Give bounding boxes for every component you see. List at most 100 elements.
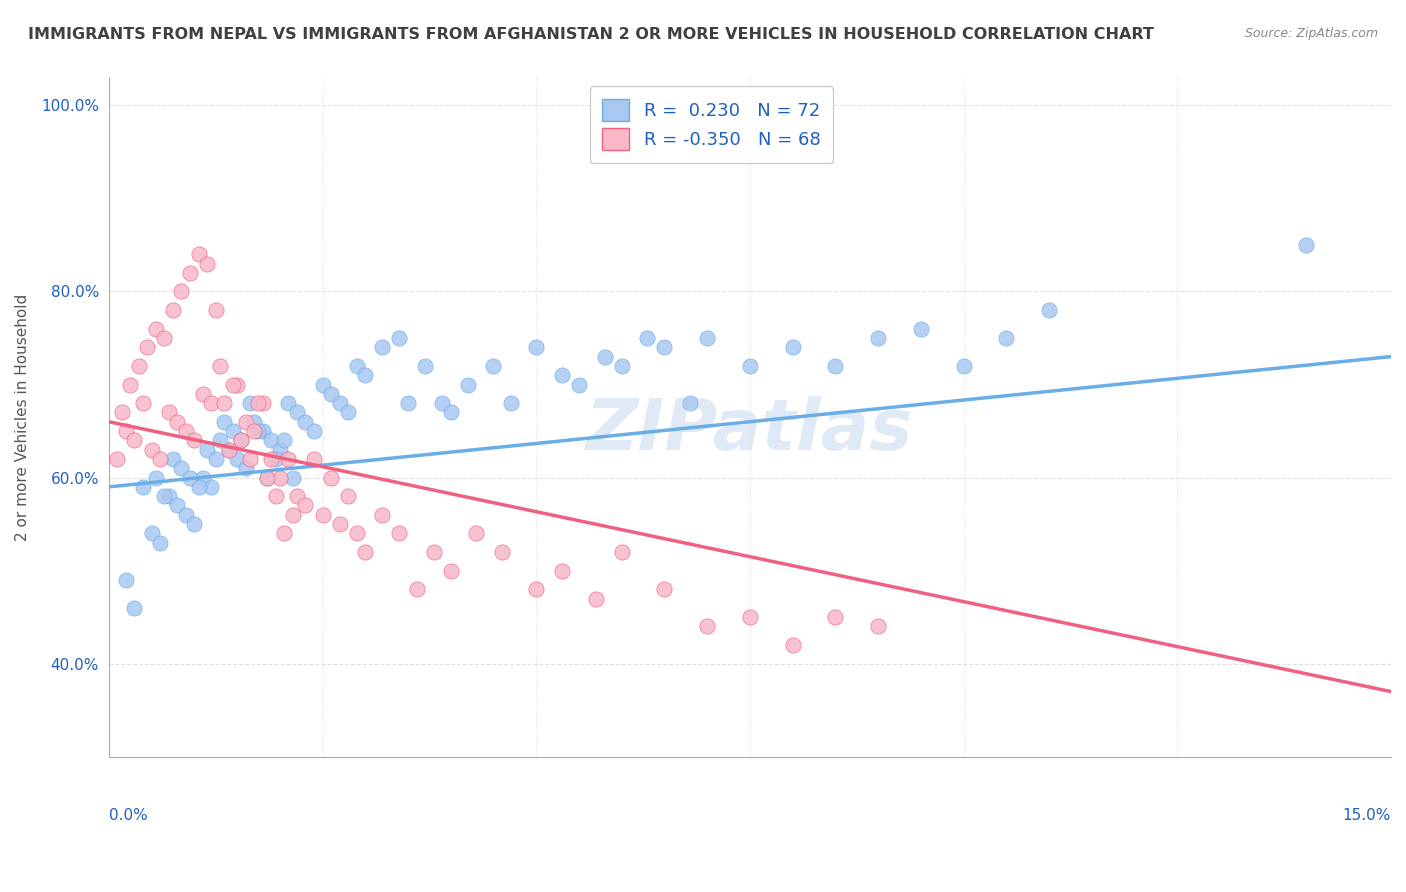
Point [679, 396, 702, 410]
Point [170, 285, 193, 299]
Point [256, 470, 278, 484]
Point [868, 331, 890, 345]
Point [145, 321, 167, 335]
Point [302, 452, 325, 467]
Point [457, 377, 479, 392]
Point [371, 508, 394, 522]
Point [157, 405, 180, 419]
Point [422, 545, 444, 559]
Point [141, 526, 163, 541]
Point [329, 517, 352, 532]
Point [285, 405, 308, 419]
Y-axis label: 2 or more Vehicles in Household: 2 or more Vehicles in Household [15, 293, 30, 541]
Point [524, 582, 547, 597]
Text: 0.0%: 0.0% [108, 808, 148, 823]
Point [319, 387, 342, 401]
Point [465, 526, 488, 541]
Point [524, 340, 547, 354]
Point [337, 405, 360, 419]
Point [260, 452, 283, 467]
Point [738, 359, 761, 373]
Point [329, 396, 352, 410]
Point [222, 424, 245, 438]
Point [593, 350, 616, 364]
Point [183, 434, 205, 448]
Text: IMMIGRANTS FROM NEPAL VS IMMIGRANTS FROM AFGHANISTAN 2 OR MORE VEHICLES IN HOUSE: IMMIGRANTS FROM NEPAL VS IMMIGRANTS FROM… [28, 27, 1154, 42]
Point [337, 489, 360, 503]
Point [204, 452, 226, 467]
Legend: R =  0.230   N = 72, R = -0.350   N = 68: R = 0.230 N = 72, R = -0.350 N = 68 [589, 87, 834, 163]
Point [491, 545, 513, 559]
Point [212, 396, 235, 410]
Point [396, 396, 419, 410]
Point [405, 582, 427, 597]
Point [132, 396, 155, 410]
Point [354, 545, 377, 559]
Point [910, 321, 932, 335]
Point [149, 535, 172, 549]
Point [174, 508, 197, 522]
Point [1295, 238, 1317, 252]
Point [208, 359, 231, 373]
Point [585, 591, 607, 606]
Point [285, 489, 308, 503]
Point [195, 256, 218, 270]
Point [551, 564, 574, 578]
Point [273, 434, 295, 448]
Point [311, 508, 333, 522]
Point [191, 470, 214, 484]
Text: 15.0%: 15.0% [1343, 808, 1391, 823]
Point [153, 331, 176, 345]
Point [124, 434, 146, 448]
Point [120, 377, 142, 392]
Point [269, 442, 291, 457]
Point [440, 405, 463, 419]
Point [166, 499, 188, 513]
Point [824, 359, 846, 373]
Point [636, 331, 658, 345]
Point [239, 396, 262, 410]
Point [413, 359, 436, 373]
Point [277, 396, 299, 410]
Point [782, 340, 804, 354]
Point [174, 424, 197, 438]
Point [115, 424, 138, 438]
Point [482, 359, 505, 373]
Point [218, 442, 240, 457]
Point [346, 359, 368, 373]
Point [243, 415, 266, 429]
Point [200, 396, 222, 410]
Point [231, 434, 253, 448]
Point [153, 489, 176, 503]
Point [252, 424, 274, 438]
Point [868, 619, 890, 633]
Point [610, 359, 633, 373]
Point [157, 489, 180, 503]
Point [273, 526, 295, 541]
Point [226, 452, 249, 467]
Point [179, 266, 201, 280]
Text: Source: ZipAtlas.com: Source: ZipAtlas.com [1244, 27, 1378, 40]
Point [388, 331, 411, 345]
Point [247, 424, 270, 438]
Point [115, 573, 138, 587]
Point [170, 461, 193, 475]
Point [371, 340, 394, 354]
Point [179, 470, 201, 484]
Point [281, 508, 304, 522]
Point [294, 415, 316, 429]
Point [311, 377, 333, 392]
Point [183, 517, 205, 532]
Point [235, 415, 257, 429]
Point [354, 368, 377, 383]
Point [187, 247, 209, 261]
Point [166, 415, 188, 429]
Point [247, 396, 270, 410]
Point [432, 396, 454, 410]
Text: ZIPatlas: ZIPatlas [586, 396, 914, 465]
Point [226, 377, 249, 392]
Point [654, 340, 676, 354]
Point [277, 452, 299, 467]
Point [231, 434, 253, 448]
Point [218, 442, 240, 457]
